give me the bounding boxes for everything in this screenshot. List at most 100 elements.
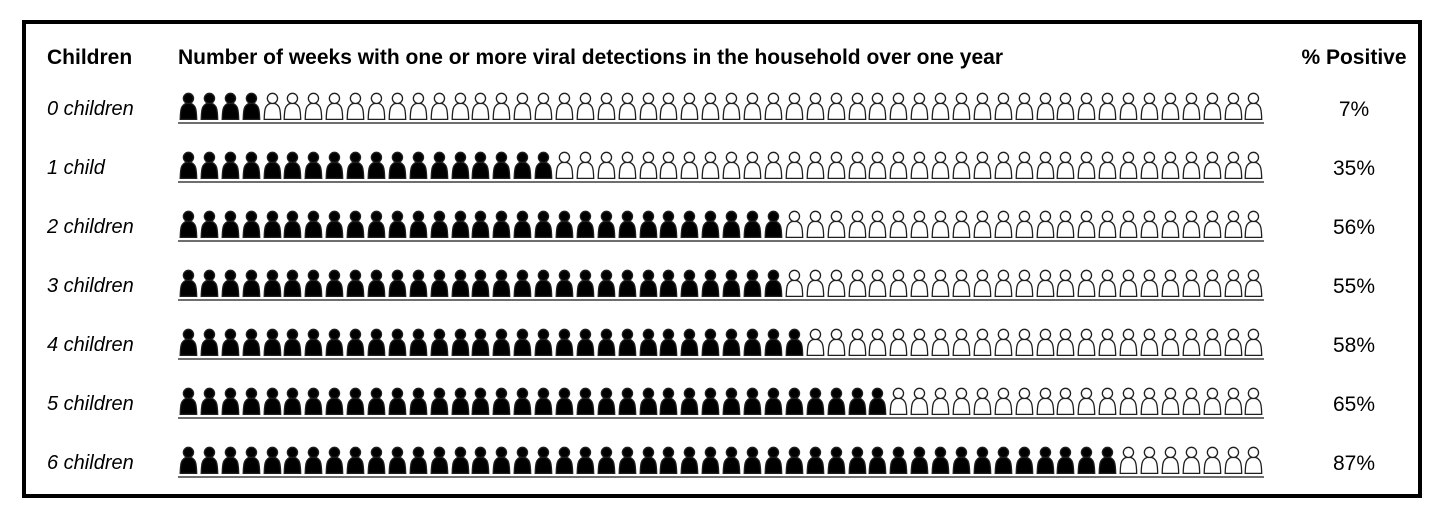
person-icon-empty	[1097, 387, 1118, 417]
icon-strip	[178, 151, 1265, 183]
person-icon-empty	[972, 92, 993, 122]
person-icon-filled	[679, 210, 700, 240]
person-icon-empty	[847, 269, 868, 299]
person-icon-filled	[241, 446, 262, 476]
row-label: 3 children	[47, 275, 134, 297]
person-icon-empty	[805, 92, 826, 122]
person-icon-empty	[1055, 92, 1076, 122]
icon-strip	[178, 92, 1265, 124]
row-label: 5 children	[47, 393, 134, 415]
person-icon-empty	[1160, 92, 1181, 122]
person-icon-filled	[366, 446, 387, 476]
person-icon-filled	[1097, 446, 1118, 476]
person-icon-empty	[1118, 92, 1139, 122]
person-icon-empty	[1014, 387, 1035, 417]
person-icon-filled	[450, 151, 471, 181]
person-icon-empty	[1202, 210, 1223, 240]
person-icon-empty	[951, 387, 972, 417]
person-icon-filled	[721, 446, 742, 476]
person-icon-filled	[533, 151, 554, 181]
person-icon-filled	[450, 269, 471, 299]
person-icon-empty	[972, 269, 993, 299]
person-icon-filled	[742, 210, 763, 240]
person-icon-empty	[1014, 269, 1035, 299]
person-icon-empty	[888, 269, 909, 299]
person-icon-filled	[888, 446, 909, 476]
person-icon-empty	[763, 92, 784, 122]
person-icon-filled	[867, 446, 888, 476]
person-icon-filled	[742, 269, 763, 299]
person-icon-empty	[1076, 269, 1097, 299]
row-label: 6 children	[47, 452, 134, 474]
person-icon-empty	[847, 92, 868, 122]
person-icon-filled	[700, 269, 721, 299]
person-icon-empty	[1076, 151, 1097, 181]
person-icon-filled	[178, 92, 199, 122]
person-icon-filled	[220, 269, 241, 299]
person-icon-filled	[721, 269, 742, 299]
person-icon-empty	[1118, 446, 1139, 476]
person-icon-empty	[700, 92, 721, 122]
person-icon-filled	[658, 446, 679, 476]
person-icon-filled	[220, 151, 241, 181]
person-icon-filled	[282, 269, 303, 299]
person-icon-filled	[220, 328, 241, 358]
person-icon-filled	[345, 387, 366, 417]
person-icon-filled	[220, 387, 241, 417]
person-icon-empty	[1035, 210, 1056, 240]
person-icon-empty	[847, 210, 868, 240]
person-icon-filled	[742, 328, 763, 358]
person-icon-filled	[470, 446, 491, 476]
person-icon-filled	[700, 387, 721, 417]
person-icon-empty	[909, 210, 930, 240]
person-icon-empty	[1035, 328, 1056, 358]
person-icon-filled	[178, 328, 199, 358]
person-icon-filled	[575, 210, 596, 240]
person-icon-empty	[1139, 92, 1160, 122]
person-icon-empty	[533, 92, 554, 122]
person-icon-filled	[429, 328, 450, 358]
person-icon-empty	[512, 92, 533, 122]
person-icon-filled	[596, 446, 617, 476]
person-icon-empty	[972, 151, 993, 181]
person-icon-empty	[1055, 328, 1076, 358]
person-icon-empty	[1014, 92, 1035, 122]
person-icon-filled	[533, 387, 554, 417]
person-icon-filled	[679, 446, 700, 476]
header-percent: % Positive	[1301, 46, 1407, 69]
person-icon-filled	[262, 446, 283, 476]
person-icon-empty	[784, 269, 805, 299]
person-icon-empty	[1243, 210, 1264, 240]
row-label: 1 child	[47, 157, 105, 179]
person-icon-empty	[951, 328, 972, 358]
person-icon-empty	[1097, 269, 1118, 299]
person-icon-empty	[826, 92, 847, 122]
table-row: 1 child 35%	[26, 139, 1418, 198]
person-icon-empty	[1202, 446, 1223, 476]
table-row: 5 children 65%	[26, 375, 1418, 434]
person-icon-filled	[303, 446, 324, 476]
person-icon-empty	[1076, 328, 1097, 358]
person-icon-empty	[1035, 387, 1056, 417]
person-icon-empty	[1181, 92, 1202, 122]
person-icon-empty	[575, 151, 596, 181]
icon-cell	[178, 328, 1296, 363]
person-icon-empty	[617, 151, 638, 181]
person-icon-filled	[638, 446, 659, 476]
person-icon-filled	[241, 151, 262, 181]
person-icon-filled	[303, 269, 324, 299]
person-icon-filled	[450, 387, 471, 417]
person-icon-filled	[617, 446, 638, 476]
person-icon-filled	[638, 328, 659, 358]
person-icon-filled	[533, 328, 554, 358]
person-icon-empty	[909, 328, 930, 358]
person-icon-filled	[554, 328, 575, 358]
person-icon-empty	[951, 210, 972, 240]
person-icon-empty	[1014, 151, 1035, 181]
person-icon-filled	[262, 151, 283, 181]
person-icon-empty	[408, 92, 429, 122]
person-icon-filled	[638, 269, 659, 299]
person-icon-filled	[282, 210, 303, 240]
person-icon-empty	[1097, 92, 1118, 122]
person-icon-empty	[930, 151, 951, 181]
